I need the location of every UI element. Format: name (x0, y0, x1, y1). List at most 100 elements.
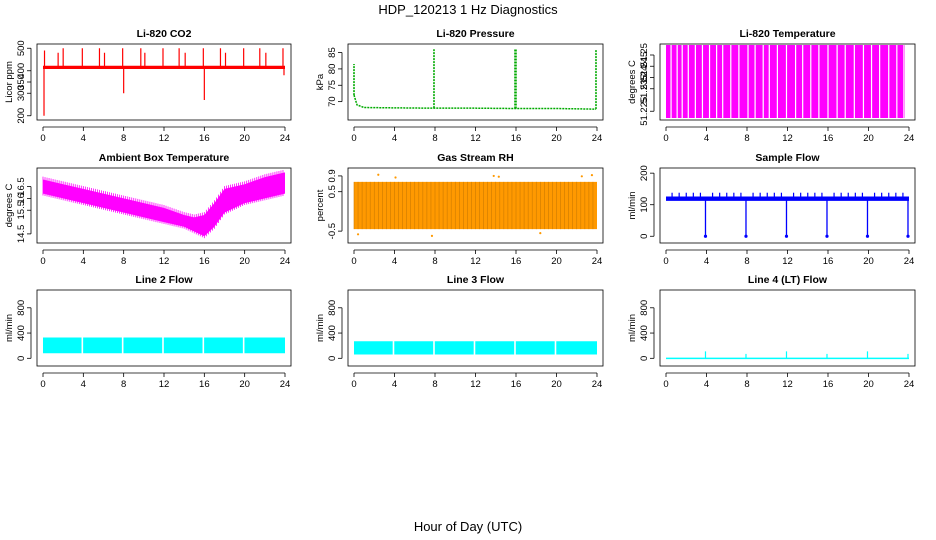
panel-6-dip-point (744, 234, 748, 238)
panel-5-point (539, 232, 542, 235)
panel-6-dip-point (784, 234, 789, 238)
panel-5-x-tick-label: 0 (351, 256, 356, 267)
panel-4-data (42, 170, 285, 239)
panel-8-y-axis: 0 400 800 (327, 300, 343, 361)
panel-2-y-tick-label: 70 (327, 96, 338, 107)
panel-1-y-tick-label: 400 (16, 63, 27, 79)
panel-8-x-tick-label: 8 (432, 379, 437, 390)
panel-5-x-tick-label: 8 (432, 256, 437, 267)
panel-3-x-tick-label: 16 (823, 133, 834, 144)
panel-8-x-tick-label: 20 (551, 379, 562, 390)
panel-7-y-axis: 0 400 800 (16, 300, 32, 361)
panel-1-x-tick-label: 12 (159, 133, 170, 144)
panel-2-y-axis: 70 75 80 85 (327, 47, 343, 107)
panel-7-y-tick-label: 400 (16, 325, 27, 341)
panel-1-x-tick-label: 20 (239, 133, 250, 144)
panel-2-x-tick-label: 20 (551, 133, 562, 144)
panel-4: Ambient Box Temperature degrees C 0 4 8 12 16 2… (4, 152, 292, 267)
panel-3-y-tick-label: 51.25 (639, 43, 650, 67)
panel-8-x-tick-label: 4 (392, 379, 397, 390)
panel-2-x-tick-label: 16 (511, 133, 522, 144)
panel-7-x-tick-label: 8 (121, 379, 126, 390)
panel-8-y-tick-label: 400 (327, 325, 338, 341)
panel-8: Line 3 Flow ml/min 0 4 8 12 16 20 24 0 400 800 (315, 274, 604, 390)
panel-5-point (497, 175, 500, 178)
panel-1-frame (36, 43, 292, 121)
panel-5-x-axis: 0 4 8 12 16 20 24 (351, 249, 603, 267)
panel-6-dip-point (703, 234, 708, 238)
panel-5-point (356, 233, 360, 236)
panel-3-title: Li-820 Temperature (739, 28, 835, 40)
panel-1-x-axis: 0 4 8 12 16 20 24 (40, 126, 291, 144)
panel-9-x-tick-label: 12 (782, 379, 793, 390)
panel-6-x-axis: 0 4 8 12 16 20 24 (663, 249, 914, 267)
panel-4-y-tick-label: 14.5 (16, 225, 27, 244)
panel-9-frame (659, 289, 916, 367)
panel-7-x-tick-label: 12 (159, 379, 170, 390)
panel-7-frame (36, 289, 292, 367)
panel-2-data (353, 49, 597, 110)
panel-7-area (43, 337, 285, 354)
panel-1-y-label: Licor ppm (4, 61, 15, 103)
panel-5-x-tick-label: 12 (470, 256, 481, 267)
panel-2-baseline (353, 94, 596, 110)
panel-4-x-tick-label: 16 (199, 256, 210, 267)
panel-2-frame (347, 43, 604, 121)
panel-6-y-tick-label: 200 (639, 165, 650, 181)
panel-3-x-tick-label: 24 (904, 133, 915, 144)
panel-6-x-tick-label: 12 (782, 256, 793, 267)
panel-4-x-tick-label: 4 (81, 256, 86, 267)
panel-8-frame (347, 289, 604, 367)
panel-5-x-tick-label: 24 (592, 256, 603, 267)
panel-4-y-tick-label: 16 (16, 193, 27, 204)
panel-2-x-tick-label: 8 (432, 133, 437, 144)
panel-5-x-tick-label: 20 (551, 256, 562, 267)
panel-9-x-tick-label: 8 (744, 379, 749, 390)
panel-5-point (492, 174, 495, 178)
panel-9-y-tick-label: 800 (639, 300, 650, 316)
panel-1-data (43, 48, 285, 116)
panel-1-y-tick-label: 350 (16, 74, 27, 90)
panel-9-x-tick-label: 24 (904, 379, 915, 390)
panel-6-x-tick-label: 4 (704, 256, 709, 267)
panel-8-y-tick-label: 800 (327, 300, 338, 316)
panel-8-x-tick-label: 24 (592, 379, 603, 390)
panel-6: Sample Flow ml/min 0 4 8 12 16 20 24 0 100 200 (627, 152, 916, 267)
panel-3-y-label: degrees C (627, 60, 638, 104)
panel-4-x-tick-label: 24 (280, 256, 291, 267)
panel-6-x-tick-label: 16 (823, 256, 834, 267)
panel-1-x-tick-label: 24 (280, 133, 291, 144)
panel-1: Li-820 CO2 Licor ppm 0 4 8 12 16 20 24 200 3003504… (4, 28, 292, 144)
panel-9-x-tick-label: 20 (863, 379, 874, 390)
panel-5-y-tick-label: -0.5 (327, 223, 338, 239)
panel-4-y-label: degrees C (4, 183, 15, 227)
panel-5-y-axis: -0.5 0.5 0.9 (327, 169, 343, 239)
panel-3-x-tick-label: 12 (782, 133, 793, 144)
panel-7-y-tick-label: 800 (16, 300, 27, 316)
panel-9-y-tick-label: 400 (639, 325, 650, 341)
panel-2-x-axis: 0 4 8 12 16 20 24 (351, 126, 602, 144)
figure-title: HDP_120213 1 Hz Diagnostics (378, 2, 558, 17)
panel-4-frame (36, 167, 292, 244)
panel-7-x-axis: 0 4 8 12 16 20 24 (40, 372, 290, 390)
panel-7-x-tick-label: 0 (40, 379, 45, 390)
panel-8-data (354, 290, 597, 366)
panel-3-x-tick-label: 0 (663, 133, 668, 144)
panel-2-x-tick-label: 4 (392, 133, 397, 144)
panel-8-x-tick-label: 12 (470, 379, 481, 390)
panel-3: Li-820 Temperature degrees C 0 4 8 12 16 20 24 51… (627, 28, 916, 144)
panel-7-y-tick-label: 0 (16, 356, 27, 361)
panel-2-y-tick-label: 75 (327, 80, 338, 91)
panel-3-x-tick-label: 4 (704, 133, 709, 144)
panel-8-x-tick-label: 0 (351, 379, 356, 390)
panel-6-y-axis: 0 100 200 (639, 165, 655, 239)
panel-5-point (590, 174, 594, 177)
panel-8-x-axis: 0 4 8 12 16 20 24 (351, 372, 603, 390)
panel-4-x-tick-label: 8 (121, 256, 126, 267)
panel-9-x-axis: 0 4 8 12 16 20 24 (663, 372, 915, 390)
panel-9: Line 4 (LT) Flow ml/min 0 4 8 12 16 20 24 0 400 800 (627, 274, 916, 390)
panel-2-y-label: kPa (315, 73, 326, 90)
panel-3-x-tick-label: 8 (744, 133, 749, 144)
panel-5-y-tick-label: 0.5 (327, 185, 338, 198)
